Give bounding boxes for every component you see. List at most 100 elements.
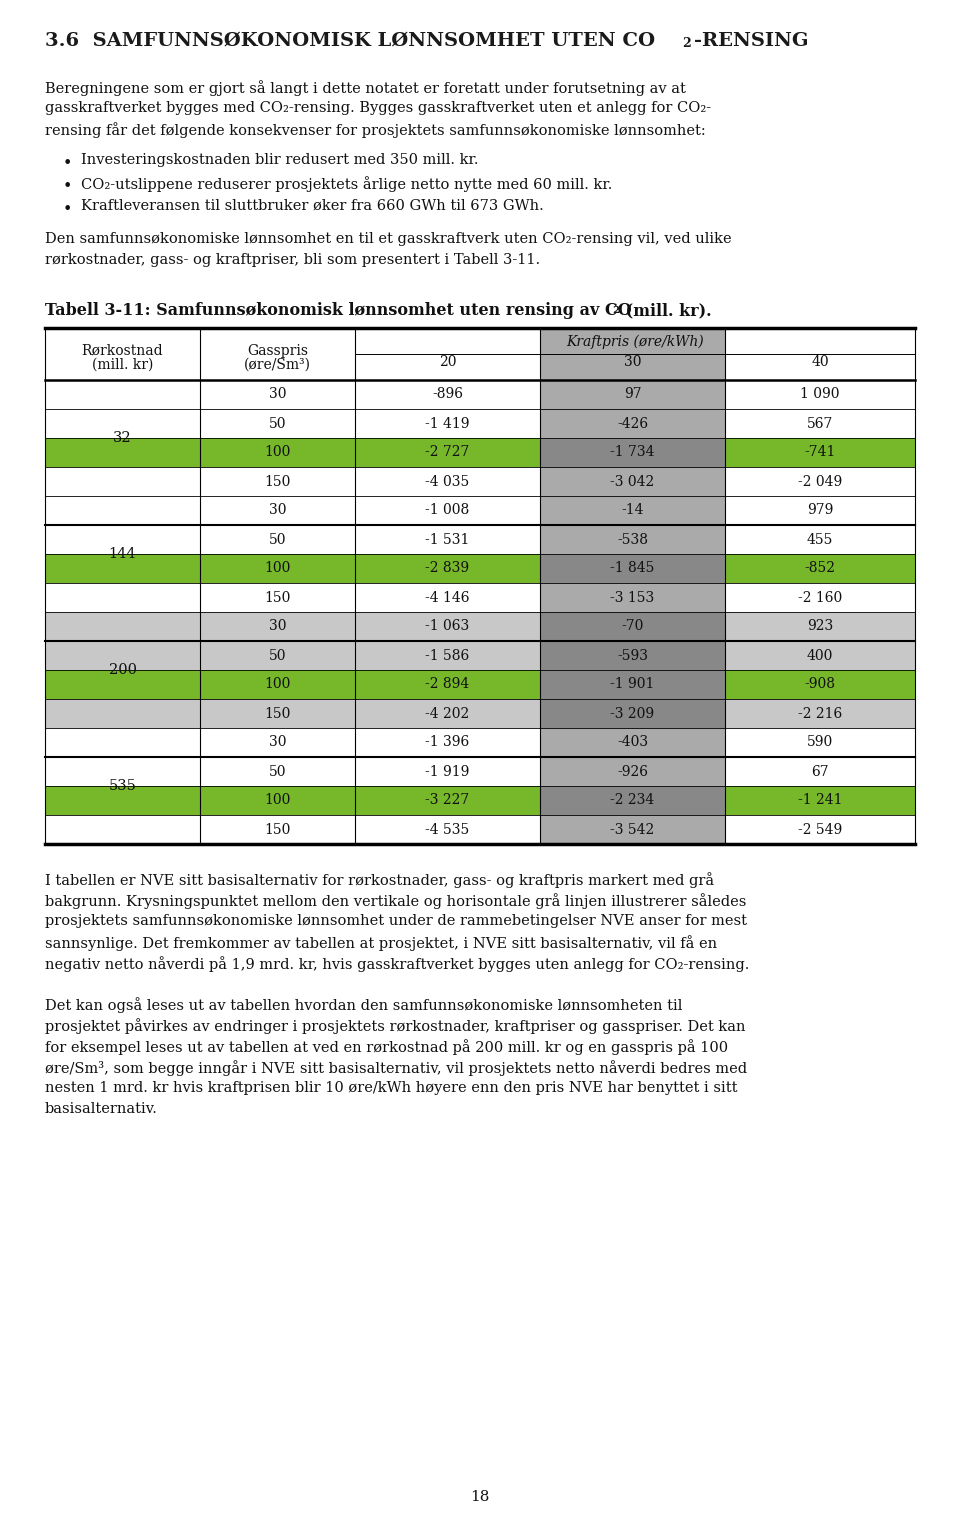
Text: Den samfunnsøkonomiske lønnsomhet en til et gasskraftverk uten CO₂-rensing vil, : Den samfunnsøkonomiske lønnsomhet en til… [45,233,732,246]
Bar [725,786,915,815]
Text: -1 901: -1 901 [611,677,655,692]
Text: Det kan også leses ut av tabellen hvordan den samfunnsøkonomiske lønnsomheten ti: Det kan også leses ut av tabellen hvorda… [45,996,683,1013]
Text: •: • [63,155,72,172]
Bar [540,438,725,467]
Bar [725,611,915,729]
Bar [200,554,355,583]
Text: sannsynlige. Det fremkommer av tabellen at prosjektet, i NVE sitt basisalternati: sannsynlige. Det fremkommer av tabellen … [45,935,717,951]
Text: 3.6  SAMFUNNSØKONOMISK LØNNSOMHET UTEN CO: 3.6 SAMFUNNSØKONOMISK LØNNSOMHET UTEN CO [45,32,655,50]
Text: 100: 100 [264,677,291,692]
Bar [540,554,725,583]
Text: -1 419: -1 419 [425,417,469,430]
Text: 2: 2 [612,306,619,315]
Text: •: • [63,201,72,218]
Text: Gasspris: Gasspris [247,344,308,357]
Text: -538: -538 [617,532,648,546]
Text: -1 531: -1 531 [425,532,469,546]
Text: -741: -741 [804,446,836,459]
Text: 20: 20 [439,354,456,370]
Text: øre/Sm³, som begge inngår i NVE sitt basisalternativ, vil prosjektets netto nåve: øre/Sm³, som begge inngår i NVE sitt bas… [45,1060,747,1075]
Text: 100: 100 [264,561,291,575]
Text: -4 035: -4 035 [425,475,469,488]
Text: -3 542: -3 542 [611,823,655,837]
Text: -403: -403 [617,736,648,750]
Text: -1 396: -1 396 [425,736,469,750]
Bar [45,611,200,729]
Text: 100: 100 [264,446,291,459]
Text: prosjektets samfunnsøkonomiske lønnsomhet under de rammebetingelser NVE anser fo: prosjektets samfunnsøkonomiske lønnsomhe… [45,914,747,928]
Bar [45,554,200,583]
Bar [200,611,355,729]
Text: bakgrunn. Krysningspunktet mellom den vertikale og horisontale grå linjen illust: bakgrunn. Krysningspunktet mellom den ve… [45,893,746,910]
Text: -1 845: -1 845 [611,561,655,575]
Text: for eksempel leses ut av tabellen at ved en rørkostnad på 200 mill. kr og en gas: for eksempel leses ut av tabellen at ved… [45,1039,728,1056]
Text: nesten 1 mrd. kr hvis kraftprisen blir 10 øre/kWh høyere enn den pris NVE har be: nesten 1 mrd. kr hvis kraftprisen blir 1… [45,1081,737,1095]
Bar [540,669,725,700]
Text: 50: 50 [269,765,286,779]
Text: -2 234: -2 234 [611,794,655,808]
Text: -70: -70 [621,619,644,634]
Text: -593: -593 [617,648,648,663]
Text: 144: 144 [108,548,136,561]
Text: 40: 40 [811,354,828,370]
Text: Kraftleveransen til sluttbruker øker fra 660 GWh til 673 GWh.: Kraftleveransen til sluttbruker øker fra… [81,199,543,213]
Text: -2 894: -2 894 [425,677,469,692]
Bar [45,669,200,700]
Text: -4 535: -4 535 [425,823,469,837]
Text: -RENSING: -RENSING [694,32,808,50]
Text: -2 160: -2 160 [798,590,842,604]
Bar [725,669,915,700]
Bar [355,786,540,815]
Bar [725,554,915,583]
Text: 2: 2 [682,37,691,50]
Text: 150: 150 [264,590,291,604]
Text: Beregningene som er gjort så langt i dette notatet er foretatt under forutsetnin: Beregningene som er gjort så langt i det… [45,81,685,96]
Text: 923: 923 [806,619,833,634]
Text: basisalternativ.: basisalternativ. [45,1103,157,1116]
Text: -2 216: -2 216 [798,706,842,721]
Bar [200,786,355,815]
Text: 30: 30 [269,736,286,750]
Text: prosjektet påvirkes av endringer i prosjektets rørkostnader, kraftpriser og gass: prosjektet påvirkes av endringer i prosj… [45,1018,746,1034]
Text: 150: 150 [264,475,291,488]
Text: 30: 30 [624,354,641,370]
Text: 50: 50 [269,648,286,663]
Text: -4 146: -4 146 [425,590,469,604]
Text: -14: -14 [621,503,644,517]
Text: 30: 30 [269,388,286,402]
Text: 100: 100 [264,794,291,808]
Text: gasskraftverket bygges med CO₂-rensing. Bygges gasskraftverket uten et anlegg fo: gasskraftverket bygges med CO₂-rensing. … [45,100,711,116]
Text: 30: 30 [269,619,286,634]
Text: 400: 400 [806,648,833,663]
Text: -2 727: -2 727 [425,446,469,459]
Bar [355,554,540,583]
Text: -1 734: -1 734 [611,446,655,459]
Text: 590: 590 [806,736,833,750]
Text: 1 090: 1 090 [801,388,840,402]
Bar [200,438,355,467]
Bar [540,611,725,729]
Text: -1 008: -1 008 [425,503,469,517]
Text: -1 586: -1 586 [425,648,469,663]
Text: rensing får det følgende konsekvenser for prosjektets samfunnsøkonomiske lønnsom: rensing får det følgende konsekvenser fo… [45,122,706,138]
Text: rørkostnader, gass- og kraftpriser, bli som presentert i Tabell 3-11.: rørkostnader, gass- og kraftpriser, bli … [45,252,540,268]
Text: -3 227: -3 227 [425,794,469,808]
Bar [355,611,540,729]
Text: -896: -896 [432,388,463,402]
Text: -926: -926 [617,765,648,779]
Text: 150: 150 [264,706,291,721]
Bar [540,329,725,844]
Text: -1 063: -1 063 [425,619,469,634]
Text: 30: 30 [269,503,286,517]
Text: 535: 535 [108,779,136,792]
Text: 979: 979 [806,503,833,517]
Text: 18: 18 [470,1491,490,1504]
Bar [45,786,200,815]
Text: 455: 455 [806,532,833,546]
Text: -1 241: -1 241 [798,794,842,808]
Text: -2 549: -2 549 [798,823,842,837]
Text: 200: 200 [108,663,136,677]
Bar [45,438,200,467]
Text: 50: 50 [269,417,286,430]
Bar [725,438,915,467]
